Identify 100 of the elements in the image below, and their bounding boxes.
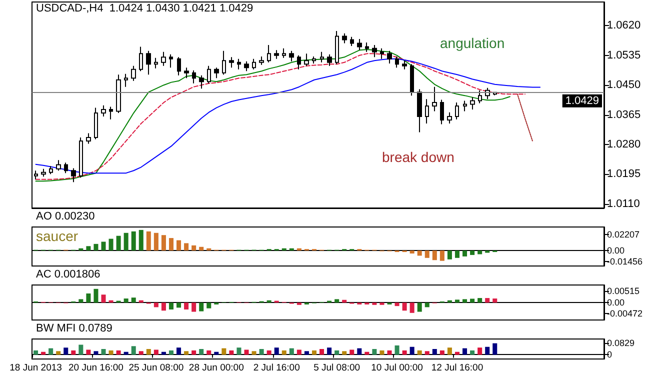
- candlestick: [94, 107, 98, 140]
- bar: [236, 348, 242, 355]
- candlestick: [387, 50, 392, 64]
- bar: [138, 351, 144, 355]
- candlestick: [116, 74, 121, 114]
- bar: [124, 298, 128, 303]
- bar: [394, 302, 400, 306]
- bar: [387, 350, 392, 355]
- bar: [432, 250, 437, 260]
- y-tick-label: 1.0535: [607, 49, 641, 62]
- bar: [161, 235, 166, 251]
- chart-title: USDCAD-,H4 1.0424 1.0430 1.0421 1.0429: [36, 2, 254, 14]
- bar: [71, 350, 76, 355]
- bar: [199, 246, 204, 251]
- bar: [470, 250, 475, 255]
- bar: [168, 350, 174, 355]
- bar: [184, 351, 189, 355]
- bar: [478, 298, 482, 303]
- bar: [146, 349, 151, 355]
- bar: [334, 350, 340, 355]
- bar: [417, 302, 422, 312]
- y-tick-label: 0.0829: [607, 338, 635, 348]
- candlestick: [199, 74, 204, 90]
- bar: [478, 250, 482, 254]
- bar: [116, 236, 121, 251]
- bar: [462, 299, 468, 303]
- candlestick: [154, 57, 158, 69]
- bar: [417, 250, 422, 256]
- candlestick: [267, 44, 271, 63]
- bar: [380, 350, 384, 355]
- candlestick: [455, 102, 459, 120]
- candlestick: [350, 36, 354, 46]
- y-tick-label: 1.0195: [607, 168, 641, 180]
- bar: [86, 246, 91, 251]
- y-tick-label: 0.00515: [607, 286, 640, 296]
- bar: [154, 232, 158, 251]
- bar: [394, 345, 400, 355]
- candlestick: [237, 58, 241, 70]
- candlestick: [402, 60, 407, 70]
- candlestick: [109, 106, 113, 120]
- bar: [199, 349, 204, 355]
- x-tick-label: 25 Jun 08:00: [128, 362, 184, 374]
- bar: [184, 243, 189, 251]
- bar: [176, 348, 182, 355]
- chart-title: AC 0.001806: [36, 268, 100, 280]
- bar: [124, 232, 128, 251]
- bar: [410, 346, 414, 355]
- bar: [266, 350, 272, 355]
- x-tick-label: 12 Jul 16:00: [431, 362, 484, 374]
- candlestick: [207, 65, 211, 84]
- bar: [424, 250, 430, 258]
- bar: [78, 344, 84, 355]
- bar: [94, 351, 98, 355]
- candlestick: [282, 48, 286, 58]
- bar: [146, 231, 151, 251]
- bar: [440, 250, 444, 261]
- candlestick: [252, 58, 256, 70]
- annotation: saucer: [36, 228, 78, 244]
- bar: [34, 350, 38, 355]
- candlestick: [372, 44, 377, 58]
- x-tick-label: 10 Jul 00:00: [371, 362, 423, 374]
- bar: [154, 302, 158, 308]
- bar: [131, 231, 136, 251]
- candlestick: [335, 30, 339, 65]
- candlestick: [56, 160, 61, 172]
- x-tick-label: 2 Jul 16:00: [253, 362, 300, 374]
- bar: [342, 300, 347, 303]
- candlestick: [440, 99, 444, 125]
- bar: [48, 348, 54, 355]
- bar: [168, 238, 174, 251]
- bar: [296, 350, 302, 355]
- bar: [282, 248, 286, 251]
- bar: [492, 343, 498, 355]
- candlestick: [327, 54, 332, 66]
- candlestick: [304, 53, 309, 66]
- bar: [108, 238, 114, 251]
- candlestick: [101, 104, 106, 118]
- bar: [470, 298, 475, 303]
- bar: [131, 346, 136, 355]
- candlestick: [478, 90, 482, 104]
- bar: [101, 349, 106, 355]
- bar: [410, 250, 414, 254]
- chart-title: BW MFI 0.0789: [36, 322, 112, 334]
- bar: [176, 302, 182, 308]
- bar: [372, 349, 377, 355]
- bar: [342, 351, 347, 355]
- bar: [116, 350, 121, 355]
- bar: [192, 302, 196, 312]
- candlestick: [124, 73, 128, 88]
- candlestick: [297, 54, 301, 70]
- x-tick-label: 20 Jun 16:00: [68, 362, 124, 374]
- bar: [108, 350, 114, 355]
- x-tick-label: 18 Jun 2013: [10, 362, 62, 374]
- bar: [312, 350, 316, 355]
- candlestick: [41, 168, 46, 178]
- bar: [94, 244, 98, 251]
- candlestick: [34, 170, 38, 180]
- bar: [454, 250, 460, 258]
- candlestick: [342, 32, 347, 44]
- bar: [492, 298, 498, 303]
